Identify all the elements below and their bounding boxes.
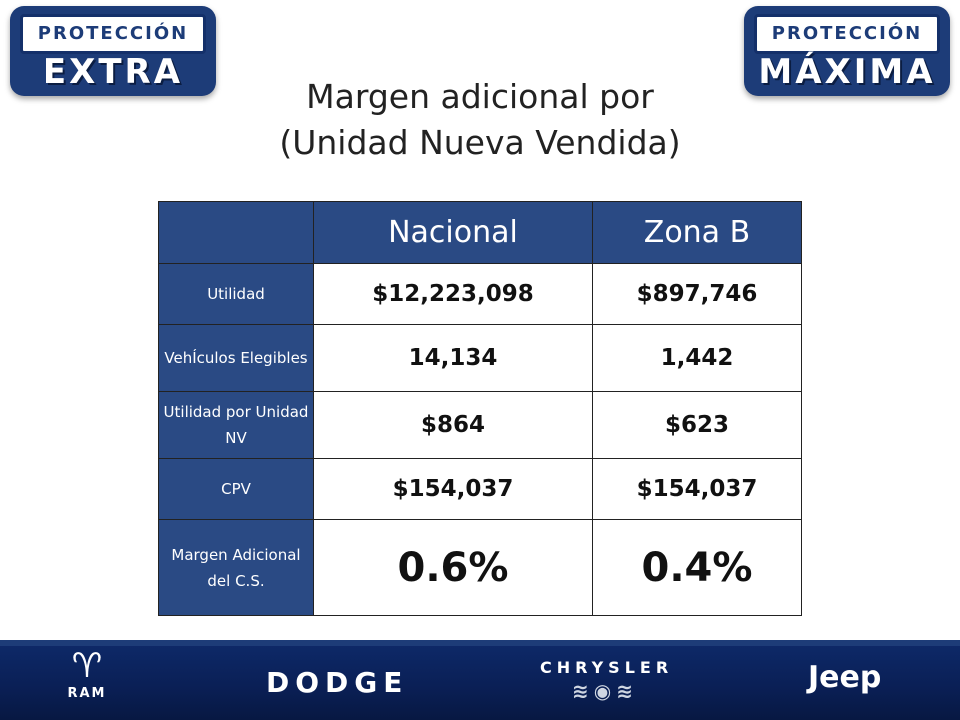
ram-text: RAM — [67, 686, 107, 701]
badge-top-text: PROTECCIÓN — [20, 14, 206, 54]
header-zona-b: Zona B — [591, 201, 803, 264]
header-empty — [158, 201, 314, 264]
ram-logo: ♈ RAM — [52, 646, 122, 701]
slide-title: Margen adicional por (Unidad Nueva Vendi… — [180, 74, 780, 166]
footer-stripe — [0, 640, 960, 646]
title-line-1: Margen adicional por — [306, 77, 654, 116]
cell-zona-b: $154,037 — [591, 458, 803, 520]
proteccion-extra-logo: PROTECCIÓN EXTRA — [10, 6, 216, 96]
margin-table: Nacional Zona B Utilidad $12,223,098 $89… — [158, 201, 803, 616]
cell-zona-b: $623 — [591, 391, 803, 459]
row-label: Utilidad — [158, 263, 314, 325]
badge-bottom-text: EXTRA — [42, 52, 184, 92]
title-line-2: (Unidad Nueva Vendida) — [279, 123, 681, 162]
row-label: Utilidad por Unidad NV — [158, 391, 314, 459]
cell-nacional: $154,037 — [313, 458, 593, 520]
cell-zona-b: 1,442 — [591, 324, 803, 392]
ram-head-icon: ♈ — [71, 646, 103, 686]
table-row: VehÍculos Elegibles 14,134 1,442 — [158, 324, 803, 392]
row-label: Margen Adicional del C.S. — [158, 519, 314, 616]
chrysler-text: CHRYSLER — [540, 658, 674, 677]
table-row: Utilidad $12,223,098 $897,746 — [158, 263, 803, 325]
row-label: CPV — [158, 458, 314, 520]
jeep-logo: Jeep — [808, 660, 882, 695]
badge-top-text: PROTECCIÓN — [754, 14, 940, 54]
chrysler-logo: CHRYSLER ≋◉≋ — [540, 658, 670, 703]
table-row: Margen Adicional del C.S. 0.6% 0.4% — [158, 519, 803, 616]
table-row: Utilidad por Unidad NV $864 $623 — [158, 391, 803, 459]
brand-footer: ♈ RAM DODGE CHRYSLER ≋◉≋ Jeep — [0, 640, 960, 720]
row-label: VehÍculos Elegibles — [158, 324, 314, 392]
cell-nacional: $864 — [313, 391, 593, 459]
table-row: CPV $154,037 $154,037 — [158, 458, 803, 520]
header-nacional: Nacional — [313, 201, 593, 264]
cell-zona-b: 0.4% — [591, 519, 803, 616]
dodge-logo: DODGE — [266, 666, 409, 699]
cell-nacional: 0.6% — [313, 519, 593, 616]
cell-nacional: 14,134 — [313, 324, 593, 392]
table-header-row: Nacional Zona B — [158, 201, 803, 264]
cell-zona-b: $897,746 — [591, 263, 803, 325]
proteccion-maxima-logo: PROTECCIÓN MÁXIMA — [744, 6, 950, 96]
cell-nacional: $12,223,098 — [313, 263, 593, 325]
chrysler-wings-icon: ≋◉≋ — [572, 679, 638, 703]
badge-bottom-text: MÁXIMA — [758, 52, 936, 92]
